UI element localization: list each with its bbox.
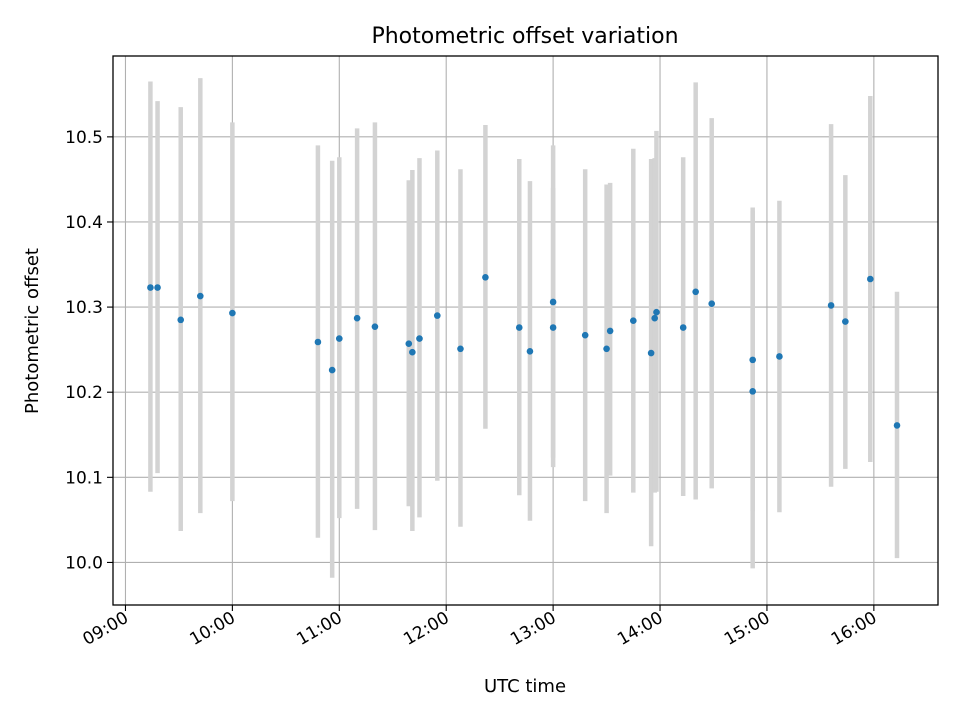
plot-area-frame bbox=[112, 55, 939, 606]
data-point bbox=[197, 292, 204, 300]
data-point bbox=[371, 323, 379, 330]
data-point bbox=[405, 340, 413, 347]
data-points bbox=[147, 274, 901, 429]
y-tick-label: 10.5 bbox=[65, 128, 103, 148]
data-point bbox=[177, 316, 185, 324]
data-point bbox=[482, 274, 489, 281]
data-point bbox=[749, 388, 756, 395]
data-point bbox=[630, 317, 637, 325]
data-point bbox=[603, 345, 610, 353]
data-point bbox=[229, 309, 236, 317]
chart-title: Photometric offset variation bbox=[371, 24, 678, 49]
data-point bbox=[328, 366, 336, 374]
y-tick-label: 10.3 bbox=[65, 298, 103, 318]
data-point bbox=[893, 422, 901, 429]
y-tick-label: 10.1 bbox=[65, 468, 103, 488]
data-point bbox=[549, 298, 557, 306]
x-axis-label: UTC time bbox=[484, 676, 566, 697]
y-axis-ticks: 10.0 10.1 10.2 10.3 10.4 10.5 bbox=[65, 128, 113, 573]
data-point bbox=[651, 314, 658, 322]
data-point bbox=[314, 338, 322, 346]
y-axis-label: Photometric offset bbox=[22, 248, 43, 414]
data-point bbox=[842, 318, 849, 325]
y-tick-label: 10.2 bbox=[65, 383, 103, 403]
y-tick-label: 10.0 bbox=[65, 553, 103, 573]
data-point bbox=[515, 324, 523, 331]
data-point bbox=[147, 284, 154, 291]
data-point bbox=[457, 345, 464, 353]
data-point bbox=[409, 348, 416, 356]
data-point bbox=[749, 356, 756, 364]
data-point bbox=[606, 327, 614, 335]
data-point bbox=[335, 335, 343, 342]
data-point bbox=[526, 348, 534, 355]
data-point bbox=[581, 331, 589, 339]
data-point bbox=[708, 300, 716, 307]
data-point bbox=[416, 335, 423, 342]
data-point bbox=[866, 275, 874, 283]
data-point bbox=[154, 284, 161, 291]
data-point bbox=[647, 349, 655, 357]
y-tick-label: 10.4 bbox=[65, 213, 103, 233]
data-point bbox=[776, 353, 783, 360]
data-point bbox=[353, 314, 361, 322]
data-point bbox=[549, 324, 557, 331]
data-point bbox=[679, 324, 687, 331]
data-point bbox=[692, 288, 699, 296]
data-point bbox=[433, 312, 441, 319]
data-point bbox=[653, 308, 660, 316]
data-point bbox=[827, 302, 835, 309]
